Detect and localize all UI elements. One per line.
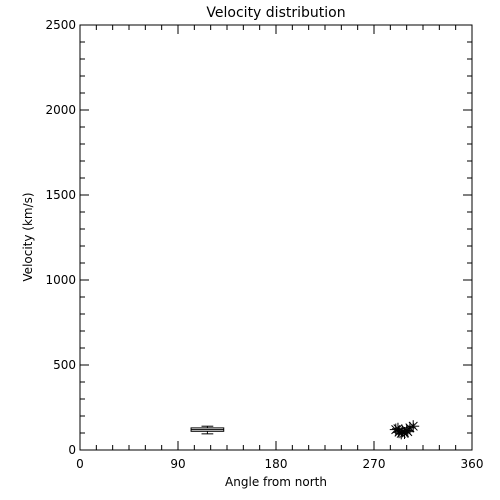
y-tick-label: 1500 xyxy=(45,188,76,202)
scatter-points xyxy=(389,420,420,440)
data-point-asterisk xyxy=(391,422,404,435)
y-tick-label: 2000 xyxy=(45,103,76,117)
y-tick-label: 1000 xyxy=(45,273,76,287)
x-tick-label: 180 xyxy=(265,457,288,471)
plot-frame xyxy=(79,24,473,451)
x-tick-label: 270 xyxy=(363,457,386,471)
y-tick-label: 2500 xyxy=(45,18,76,32)
y-axis-label: Velocity (km/s) xyxy=(21,192,35,281)
data-point-asterisk xyxy=(401,425,414,438)
y-tick-label: 500 xyxy=(53,358,76,372)
x-tick-label: 360 xyxy=(461,457,484,471)
y-tick-label: 0 xyxy=(68,443,76,457)
x-axis: 0 90 180 270 360 xyxy=(76,25,483,471)
x-tick-label: 0 xyxy=(76,457,84,471)
data-point-asterisk xyxy=(395,427,408,440)
x-tick-label: 90 xyxy=(170,457,185,471)
x-axis-label: Angle from north xyxy=(225,475,327,489)
chart-title: Velocity distribution xyxy=(206,5,345,21)
y-axis: 0 500 1000 1500 2000 2500 xyxy=(45,18,472,457)
box-plot xyxy=(190,425,225,435)
